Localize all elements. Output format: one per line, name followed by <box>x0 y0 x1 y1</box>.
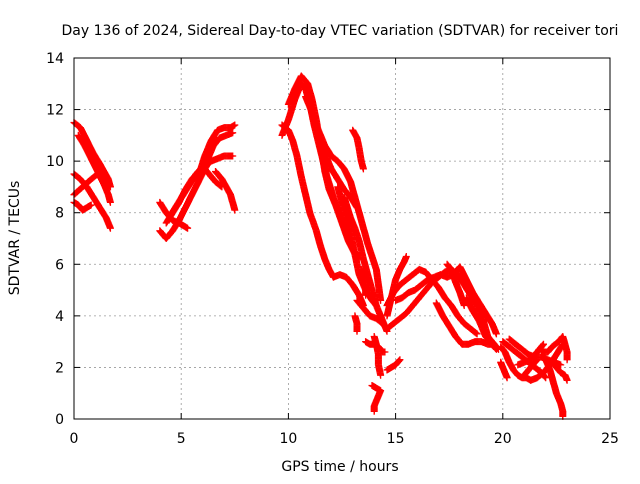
data-point <box>557 361 565 369</box>
data-point <box>563 356 571 364</box>
data-point <box>532 357 540 365</box>
y-tick-label: 8 <box>55 206 64 222</box>
x-tick-label: 10 <box>279 431 297 447</box>
data-point <box>370 407 378 415</box>
x-tick-label: 20 <box>494 431 512 447</box>
y-axis-label: SDTVAR / TECUs <box>7 181 23 296</box>
data-point <box>503 374 511 382</box>
data-point <box>106 198 114 206</box>
data-point <box>402 253 410 260</box>
data-point <box>353 327 361 335</box>
data-point <box>106 224 114 232</box>
data-point <box>563 376 571 384</box>
data-point <box>229 129 237 137</box>
data-point <box>231 121 239 129</box>
data-point <box>106 183 114 191</box>
data-point <box>231 206 239 214</box>
data-point <box>396 356 404 364</box>
data-point <box>381 348 389 356</box>
x-tick-label: 0 <box>70 431 79 447</box>
data-point <box>229 152 237 160</box>
x-tick-label: 25 <box>601 431 619 447</box>
data-point <box>87 201 95 209</box>
data-point <box>184 224 192 232</box>
data-point <box>377 371 385 379</box>
x-tick-label: 15 <box>387 431 405 447</box>
data-point <box>533 356 541 364</box>
x-tick-label: 5 <box>177 431 186 447</box>
data-point <box>472 329 480 337</box>
y-tick-label: 6 <box>55 257 64 273</box>
chart-title: Day 136 of 2024, Sidereal Day-to-day VTE… <box>62 23 619 39</box>
data-point <box>395 357 403 365</box>
y-tick-label: 0 <box>55 412 64 428</box>
data-point <box>542 374 550 382</box>
data-point <box>540 340 547 348</box>
plot-frame <box>73 57 611 420</box>
data-point <box>539 341 547 349</box>
y-tick-label: 4 <box>55 309 64 325</box>
data-point <box>106 182 113 190</box>
data-point <box>359 165 367 173</box>
y-tick-label: 12 <box>46 103 64 119</box>
y-tick-label: 10 <box>46 154 64 170</box>
data-point <box>492 345 500 353</box>
data-point <box>492 345 500 352</box>
axes: 0 5 10 15 20 25 0 2 4 6 8 10 12 14 <box>46 51 619 447</box>
data-point <box>362 291 370 299</box>
data-point <box>473 330 481 338</box>
data-point <box>460 302 468 309</box>
y-tick-label: 2 <box>55 360 64 376</box>
data-point <box>492 330 500 338</box>
x-axis-label: GPS time / hours <box>281 459 398 475</box>
y-tick-label: 14 <box>46 51 64 67</box>
